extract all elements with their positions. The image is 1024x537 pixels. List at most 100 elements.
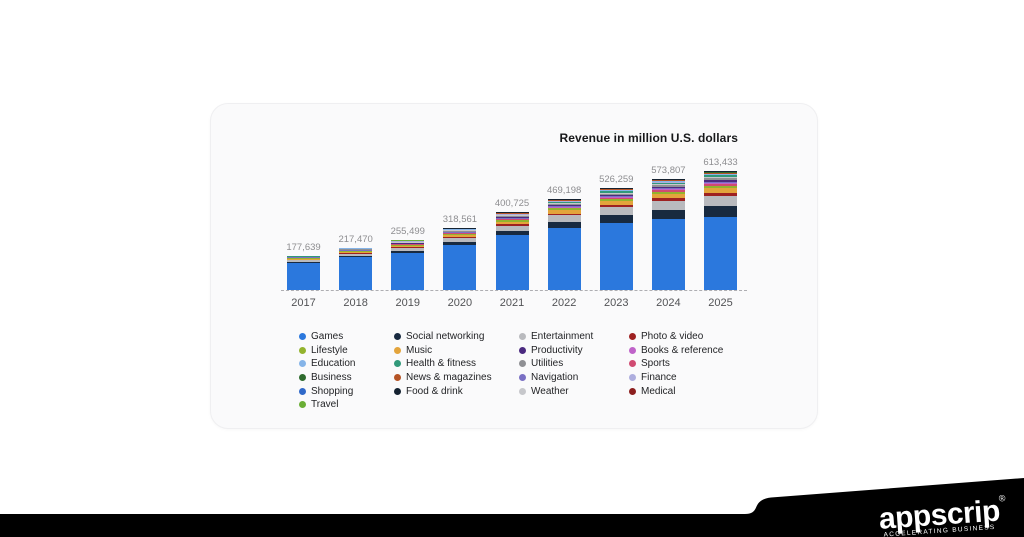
bar-stack [599, 187, 633, 290]
legend-item-music: Music [394, 344, 519, 358]
bar-segment-entertainment [339, 253, 373, 256]
bar-segment-sports [495, 219, 529, 220]
bar-stack [704, 171, 737, 290]
legend-dot-icon [394, 346, 401, 354]
legend-label: Games [311, 331, 344, 343]
legend-dot-icon [519, 333, 526, 341]
legend-dot-icon [394, 374, 401, 382]
bar-segment-lifestyle [443, 233, 477, 236]
bar-segment-productivity [704, 180, 737, 182]
legend-item-books-reference: Books & reference [629, 344, 759, 358]
bar-segment-social-networking [547, 221, 581, 228]
bar-segment-sports [651, 190, 685, 192]
bar-segment-sports [599, 198, 633, 200]
legend-dot-icon [394, 333, 401, 341]
legend-item-navigation: Navigation [519, 371, 629, 385]
bar-segment-games [547, 227, 581, 290]
bar-segment-social-networking [443, 241, 477, 246]
bar-segment-utilities [651, 185, 685, 187]
legend-item-sports: Sports [629, 357, 759, 371]
bar-segment-sports [547, 207, 581, 209]
bar-segment-utilities [547, 203, 581, 205]
bar-segment-music [495, 221, 529, 225]
legend-label: Medical [641, 385, 676, 397]
legend-item-health-fitness: Health & fitness [394, 357, 519, 371]
legend-item-travel: Travel [299, 398, 394, 412]
bar-segment-finance [599, 190, 633, 192]
x-axis-baseline [281, 290, 747, 291]
bar-segment-photo-video [339, 253, 373, 254]
bar-total-label: 613,433 [703, 157, 738, 168]
legend-dot-icon [299, 374, 306, 382]
bar-stack [287, 255, 320, 290]
bar-segment-news-magazines [704, 173, 737, 174]
bar-total-label: 318,561 [442, 214, 478, 226]
bar-column-2018: 217,470 [338, 234, 373, 290]
bar-segment-weather [704, 177, 737, 179]
bar-segment-games [287, 262, 320, 290]
bar-segment-social-networking [391, 250, 425, 253]
chart-plot-area: 177,639 217,470 255,499 318,561 400,725 469,1… [286, 152, 738, 290]
bar-segment-social-networking [287, 261, 320, 263]
legend-label: Productivity [531, 344, 583, 356]
bar-segment-social-networking [339, 255, 373, 258]
legend-label: Utilities [531, 358, 564, 370]
registered-mark: ® [998, 493, 1007, 504]
legend-item-weather: Weather [519, 384, 629, 398]
bar-segment-news-magazines [651, 180, 685, 182]
legend-dot-icon [299, 360, 306, 368]
bar-segment-utilities [704, 178, 737, 181]
bar-segment-utilities [495, 216, 529, 217]
bar-segment-music [651, 194, 685, 199]
legend-label: Navigation [531, 372, 579, 384]
bar-segment-photo-video [651, 198, 685, 201]
legend-label: Business [311, 372, 352, 384]
bar-segment-lifestyle [495, 219, 529, 222]
bar-segment-music [391, 245, 425, 248]
bar-column-2022: 469,198 [547, 185, 581, 290]
bar-segment-navigation [599, 196, 633, 198]
bar-segment-social-networking [651, 209, 685, 219]
bar-segment-photo-video [704, 192, 737, 196]
bar-segment-productivity [443, 231, 477, 233]
legend-item-photo-video: Photo & video [629, 330, 759, 344]
bar-segment-education [599, 189, 633, 191]
bar-segment-navigation [443, 232, 477, 233]
legend-label: Sports [641, 358, 670, 370]
bar-segment-social-networking [704, 205, 737, 217]
bar-segment-music [547, 210, 581, 214]
bar-stack [495, 212, 529, 290]
legend-dot-icon [519, 374, 526, 382]
bar-segment-productivity [495, 216, 529, 218]
legend-dot-icon [629, 346, 636, 354]
bar-segment-games [704, 216, 737, 290]
legend-label: Photo & video [641, 331, 704, 343]
bar-segment-finance [651, 181, 685, 183]
year-label-2022: 2022 [551, 297, 577, 309]
legend-label: Food & drink [406, 385, 463, 397]
bar-stack [339, 247, 373, 290]
legend-column-3: Entertainment Productivity Utilities Naviga… [519, 330, 629, 412]
year-label-2018: 2018 [343, 297, 368, 309]
bar-segment-health-fitness [547, 201, 581, 203]
legend-label: Entertainment [531, 331, 594, 343]
bars-row: 177,639 217,470 255,499 318,561 400,725 469,1… [286, 157, 738, 290]
year-label-2020: 2020 [447, 297, 473, 309]
bar-segment-books-reference [704, 183, 737, 185]
bar-segment-education [704, 173, 737, 175]
legend-item-lifestyle: Lifestyle [299, 344, 394, 358]
bar-segment-business [704, 172, 737, 173]
bar-segment-music [339, 251, 373, 254]
bar-segment-utilities [443, 230, 477, 232]
bar-column-2025: 613,433 [703, 157, 738, 290]
bar-segment-navigation [704, 181, 737, 184]
bar-segment-productivity [651, 186, 685, 189]
legend-item-food-drink: Food & drink [394, 384, 519, 398]
bar-segment-weather [599, 192, 633, 194]
bar-segment-books-reference [651, 189, 685, 191]
legend-dot-icon [629, 387, 636, 395]
bar-column-2017: 177,639 [286, 242, 321, 290]
legend-column-1: Games Lifestyle Education Business Shopping T… [299, 330, 394, 412]
bar-segment-business [651, 179, 685, 181]
bar-column-2024: 573,807 [651, 165, 686, 290]
